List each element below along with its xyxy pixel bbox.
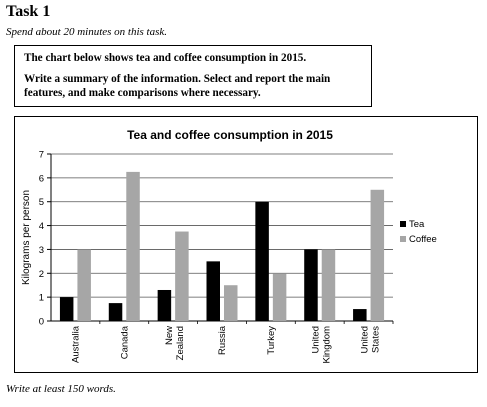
bar-tea xyxy=(206,261,220,321)
bar-coffee xyxy=(321,249,336,321)
chart-frame: Tea and coffee consumption in 2015 0 1 2 3 4 5… xyxy=(14,116,478,373)
y-tick-label: 1 xyxy=(39,293,44,304)
y-tick-label: 0 xyxy=(39,317,44,328)
word-count-note: Write at least 150 words. xyxy=(6,383,116,395)
legend-label-coffee: Coffee xyxy=(409,234,437,245)
x-tick-label: Canada xyxy=(119,325,130,359)
y-tick-label: 7 xyxy=(39,150,44,161)
bar-coffee xyxy=(224,285,238,321)
bar-chart: Tea and coffee consumption in 2015 0 1 2 3 4 5… xyxy=(21,128,437,364)
x-tick-label: Turkey xyxy=(266,326,277,355)
x-tick-label: UnitedStates xyxy=(360,326,382,354)
bar-coffee xyxy=(175,231,189,321)
prompt-description: The chart below shows tea and coffee con… xyxy=(24,52,307,64)
bar-coffee xyxy=(77,249,91,321)
bar-coffee xyxy=(272,273,287,321)
y-tick-label: 3 xyxy=(39,245,44,256)
x-tick-label: UnitedKingdom xyxy=(311,326,333,364)
prompt-directions: Write a summary of the information. Sele… xyxy=(24,73,331,99)
bar-tea xyxy=(157,289,172,321)
task-title: Task 1 xyxy=(6,3,51,20)
x-tick-label: Australia xyxy=(70,325,81,363)
y-tick-label: 5 xyxy=(39,197,44,208)
y-tick-label: 4 xyxy=(39,221,44,232)
bar-coffee xyxy=(126,171,140,321)
bar-tea xyxy=(353,309,367,321)
y-axis-label: Kilograms per person xyxy=(21,190,32,285)
time-instruction: Spend about 20 minutes on this task. xyxy=(6,26,168,38)
chart-title: Tea and coffee consumption in 2015 xyxy=(127,128,333,142)
x-tick-label: Russia xyxy=(217,325,228,355)
legend-swatch-tea xyxy=(400,221,406,227)
x-tick-label: NewZealand xyxy=(164,326,186,360)
bar-tea xyxy=(304,249,318,321)
y-tick-label: 6 xyxy=(39,173,44,184)
y-tick-label: 2 xyxy=(39,269,44,280)
legend-label-tea: Tea xyxy=(409,219,425,230)
bar-coffee xyxy=(370,189,385,321)
bar-tea xyxy=(255,201,269,321)
task-prompt-box: The chart below shows tea and coffee con… xyxy=(14,45,372,107)
bar-tea xyxy=(108,303,123,321)
bar-tea xyxy=(59,297,74,321)
legend-swatch-coffee xyxy=(400,236,406,242)
